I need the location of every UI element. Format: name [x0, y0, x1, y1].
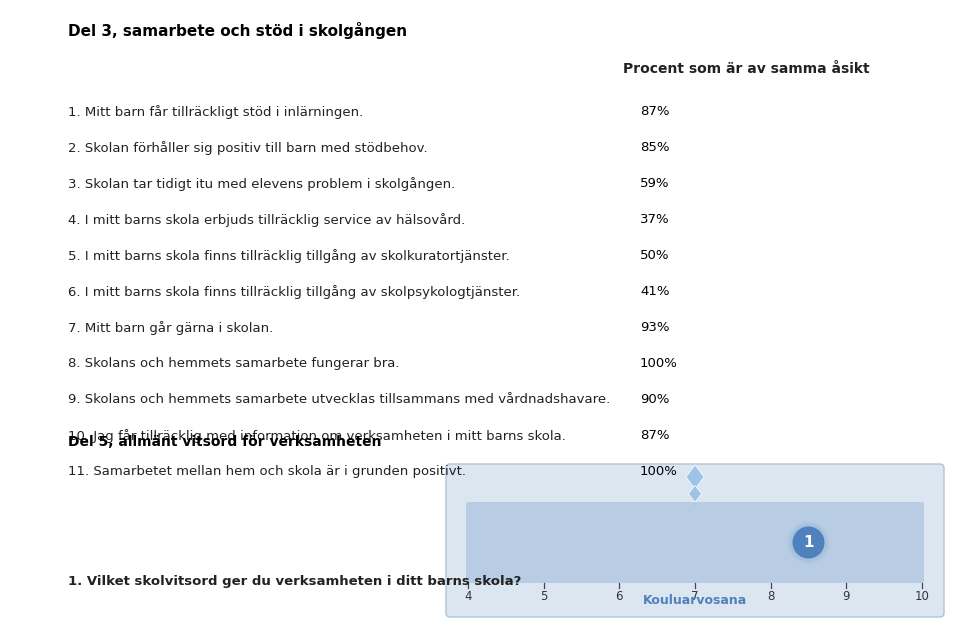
- Text: 4. I mitt barns skola erbjuds tillräcklig service av hälsovård.: 4. I mitt barns skola erbjuds tillräckli…: [68, 213, 466, 227]
- Polygon shape: [686, 465, 704, 489]
- Text: Procent som är av samma åsikt: Procent som är av samma åsikt: [623, 62, 870, 76]
- FancyBboxPatch shape: [466, 502, 924, 583]
- Text: 100%: 100%: [640, 357, 678, 370]
- Circle shape: [787, 521, 829, 564]
- Text: 5: 5: [540, 590, 547, 603]
- Text: 100%: 100%: [640, 465, 678, 478]
- Text: 4: 4: [465, 590, 471, 603]
- Text: 41%: 41%: [640, 285, 669, 298]
- Text: 6: 6: [615, 590, 623, 603]
- Text: 59%: 59%: [640, 177, 669, 190]
- Text: 8: 8: [767, 590, 775, 603]
- Text: 87%: 87%: [640, 429, 669, 442]
- Polygon shape: [688, 485, 702, 502]
- FancyBboxPatch shape: [446, 464, 944, 617]
- Text: 10. Jag får tillräcklig med information om verksamheten i mitt barns skola.: 10. Jag får tillräcklig med information …: [68, 429, 565, 443]
- Circle shape: [789, 523, 828, 561]
- Text: 9. Skolans och hemmets samarbete utvecklas tillsammans med vårdnadshavare.: 9. Skolans och hemmets samarbete utveckl…: [68, 393, 611, 406]
- Text: 1. Vilket skolvitsord ger du verksamheten i ditt barns skola?: 1. Vilket skolvitsord ger du verksamhete…: [68, 575, 521, 588]
- Text: Del 5, allmänt vitsord för verksamheten: Del 5, allmänt vitsord för verksamheten: [68, 435, 381, 449]
- Text: 1. Mitt barn får tillräckligt stöd i inlärningen.: 1. Mitt barn får tillräckligt stöd i inl…: [68, 105, 363, 119]
- Text: 7: 7: [691, 590, 699, 603]
- Text: 50%: 50%: [640, 249, 669, 262]
- Text: 10: 10: [915, 590, 929, 603]
- Text: 1: 1: [804, 535, 814, 550]
- Text: 5. I mitt barns skola finns tillräcklig tillgång av skolkuratortjänster.: 5. I mitt barns skola finns tillräcklig …: [68, 249, 510, 263]
- Text: Del 3, samarbete och stöd i skolgången: Del 3, samarbete och stöd i skolgången: [68, 22, 407, 39]
- Text: 7. Mitt barn går gärna i skolan.: 7. Mitt barn går gärna i skolan.: [68, 321, 274, 335]
- Text: 11. Samarbetet mellan hem och skola är i grunden positivt.: 11. Samarbetet mellan hem och skola är i…: [68, 465, 466, 478]
- Text: 8. Skolans och hemmets samarbete fungerar bra.: 8. Skolans och hemmets samarbete fungera…: [68, 357, 399, 370]
- Text: 6. I mitt barns skola finns tillräcklig tillgång av skolpsykologtjänster.: 6. I mitt barns skola finns tillräcklig …: [68, 285, 520, 299]
- Text: 90%: 90%: [640, 393, 669, 406]
- Text: Kouluarvosana: Kouluarvosana: [643, 594, 747, 607]
- Text: 3. Skolan tar tidigt itu med elevens problem i skolgången.: 3. Skolan tar tidigt itu med elevens pro…: [68, 177, 455, 191]
- Circle shape: [793, 526, 825, 559]
- Text: 85%: 85%: [640, 141, 669, 154]
- Text: 37%: 37%: [640, 213, 670, 226]
- Text: 9: 9: [843, 590, 851, 603]
- Text: 93%: 93%: [640, 321, 669, 334]
- Text: 87%: 87%: [640, 105, 669, 118]
- Text: 2. Skolan förhåller sig positiv till barn med stödbehov.: 2. Skolan förhåller sig positiv till bar…: [68, 141, 427, 155]
